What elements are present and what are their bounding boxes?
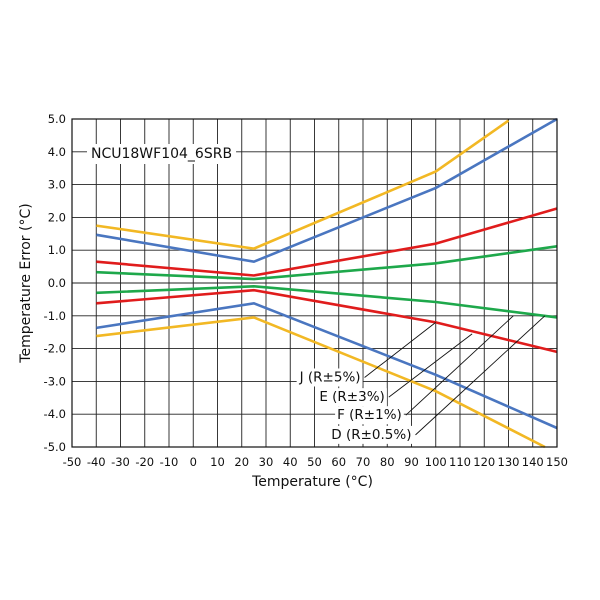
x-axis-title: Temperature (°C) bbox=[251, 474, 373, 490]
x-tick-label-3: -20 bbox=[135, 455, 154, 469]
series-line-2 bbox=[96, 117, 558, 264]
annotations: J (R±5%) E (R±3%) F (R±1%) D (R±0.5%) bbox=[296, 315, 546, 444]
y-axis-title: Temperature Error (°C) bbox=[18, 203, 34, 363]
y-tick-label-7: -2.0 bbox=[44, 342, 66, 356]
y-tick-label-1: 4.0 bbox=[48, 145, 66, 159]
series-line-5 bbox=[96, 288, 558, 354]
annotation-label-3: D (R±0.5%) bbox=[331, 427, 411, 443]
y-tick-label-6: -1.0 bbox=[44, 309, 66, 323]
x-tick-label-17: 120 bbox=[473, 455, 495, 469]
annotation-leader-1 bbox=[388, 333, 473, 398]
x-tick-label-20: 150 bbox=[546, 455, 568, 469]
y-tick-label-0: 5.0 bbox=[48, 112, 66, 126]
x-tick-label-4: -10 bbox=[160, 455, 179, 469]
y-tick-label-8: -3.0 bbox=[44, 374, 66, 388]
grid bbox=[71, 118, 558, 448]
y-tick-label-3: 2.0 bbox=[48, 210, 66, 224]
y-tick-label-5: 0.0 bbox=[48, 276, 66, 290]
x-tick-label-18: 130 bbox=[498, 455, 520, 469]
chart-title: NCU18WF104_6SRB bbox=[91, 146, 232, 162]
annotation-label-background-0 bbox=[296, 368, 363, 387]
annotation-label-background-1 bbox=[317, 388, 387, 407]
x-tick-label-9: 40 bbox=[283, 455, 298, 469]
y-tick-label-4: 1.0 bbox=[48, 243, 66, 257]
x-tick-label-14: 90 bbox=[404, 455, 419, 469]
y-tick-label-9: -4.0 bbox=[44, 407, 66, 421]
x-tick-label-8: 30 bbox=[259, 455, 274, 469]
x-tick-label-15: 100 bbox=[425, 455, 447, 469]
x-tick-label-12: 70 bbox=[356, 455, 371, 469]
chart-title-background bbox=[87, 144, 237, 164]
x-tick-label-16: 110 bbox=[449, 455, 471, 469]
x-tick-label-10: 50 bbox=[307, 455, 322, 469]
x-tick-label-19: 140 bbox=[522, 455, 544, 469]
annotation-label-background-2 bbox=[335, 406, 404, 425]
series-line-3 bbox=[96, 301, 558, 430]
series-line-0 bbox=[96, 119, 510, 250]
x-tick-label-0: -50 bbox=[63, 455, 82, 469]
y-tick-labels: 5.0 4.0 3.0 2.0 1.0 0.0 -1.0 -2.0 -3.0 -4.0 -5.0 bbox=[44, 112, 66, 454]
x-tick-label-5: 0 bbox=[190, 455, 197, 469]
annotation-leader-2 bbox=[405, 315, 514, 416]
chart-title-group: NCU18WF104_6SRB bbox=[87, 144, 237, 164]
x-tick-label-6: 10 bbox=[210, 455, 225, 469]
annotation-label-1: E (R±3%) bbox=[319, 389, 384, 405]
annotation-leader-3 bbox=[415, 315, 546, 436]
series-lines bbox=[96, 117, 558, 449]
series-line-6 bbox=[96, 245, 558, 281]
annotation-leader-0 bbox=[364, 322, 437, 378]
annotation-label-2: F (R±1%) bbox=[337, 407, 402, 423]
x-tick-label-7: 20 bbox=[234, 455, 249, 469]
x-tick-labels: -50 -40 -30 -20 -10 0 10 20 30 40 50 60 70 80 90 100 110… bbox=[63, 455, 568, 469]
series-line-7 bbox=[96, 284, 558, 319]
plot-frame bbox=[71, 118, 558, 448]
x-tick-label-13: 80 bbox=[380, 455, 395, 469]
series-line-1 bbox=[96, 316, 546, 449]
y-tick-label-10: -5.0 bbox=[44, 440, 66, 454]
y-tick-label-2: 3.0 bbox=[48, 178, 66, 192]
x-tick-label-2: -30 bbox=[111, 455, 130, 469]
x-tick-label-11: 60 bbox=[331, 455, 346, 469]
annotation-label-0: J (R±5%) bbox=[299, 369, 361, 385]
x-tick-label-1: -40 bbox=[87, 455, 106, 469]
annotation-label-background-3 bbox=[329, 425, 414, 444]
series-line-4 bbox=[96, 207, 558, 277]
